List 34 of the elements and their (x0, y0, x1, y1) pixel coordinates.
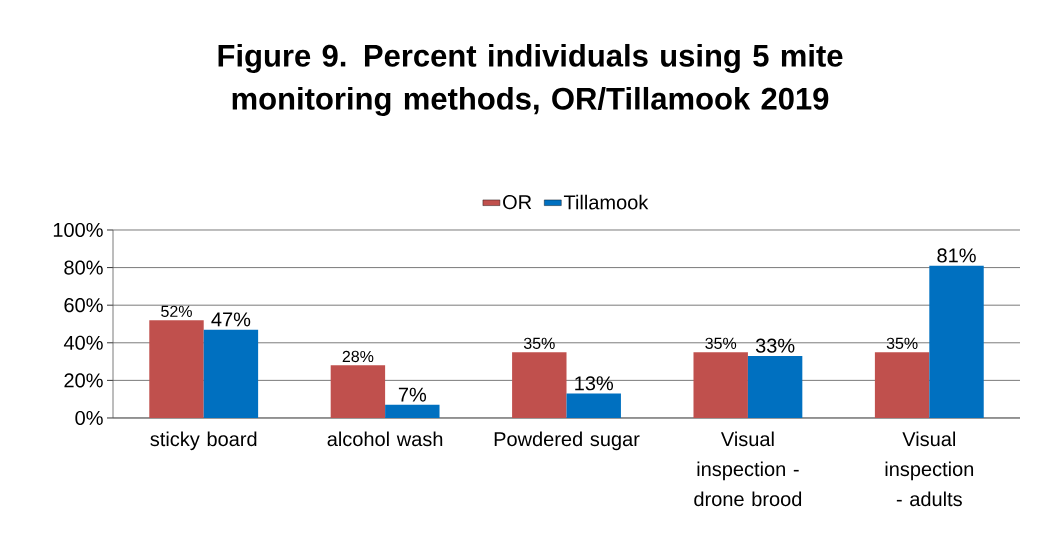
x-tick-label: Visual inspection - adults (885, 431, 974, 507)
data-label: 52% (161, 305, 192, 318)
bar (149, 320, 204, 418)
data-label: 35% (523, 337, 555, 349)
bar (385, 404, 440, 418)
x-tick-label: Powdered sugar (494, 431, 640, 451)
y-tick-label: 20% (64, 373, 103, 388)
bar (203, 329, 259, 418)
bar (929, 265, 984, 418)
y-tick-label: 40% (63, 335, 103, 350)
data-label: 13% (575, 376, 614, 391)
y-tick-label: 100% (53, 222, 103, 238)
bar (512, 352, 567, 418)
data-label: 35% (705, 337, 737, 349)
bar (330, 365, 386, 418)
data-label: 35% (886, 337, 918, 349)
x-tick-label: alcohol wash (327, 431, 443, 447)
legend-label: OR (503, 195, 532, 210)
bar (874, 352, 930, 418)
data-label: 33% (755, 338, 795, 353)
y-tick-label: 80% (64, 260, 103, 275)
data-label: 28% (342, 350, 374, 363)
chart-title: Figure 9. Percent individuals using 5 mite monitoring methods, OR/Tillamook 2019 (218, 43, 843, 116)
y-tick-label: 60% (64, 298, 103, 313)
bar (693, 352, 748, 418)
y-tick-label: 0% (75, 410, 103, 426)
bar (747, 355, 803, 418)
x-tick-label: sticky board (150, 431, 257, 451)
data-label: 47% (211, 312, 251, 327)
x-tick-label: Visual inspection - drone brood (694, 431, 802, 507)
legend-label: Tillamook (563, 194, 649, 210)
data-label: 81% (937, 248, 976, 263)
bar (566, 393, 621, 418)
data-label: 7% (398, 387, 427, 402)
